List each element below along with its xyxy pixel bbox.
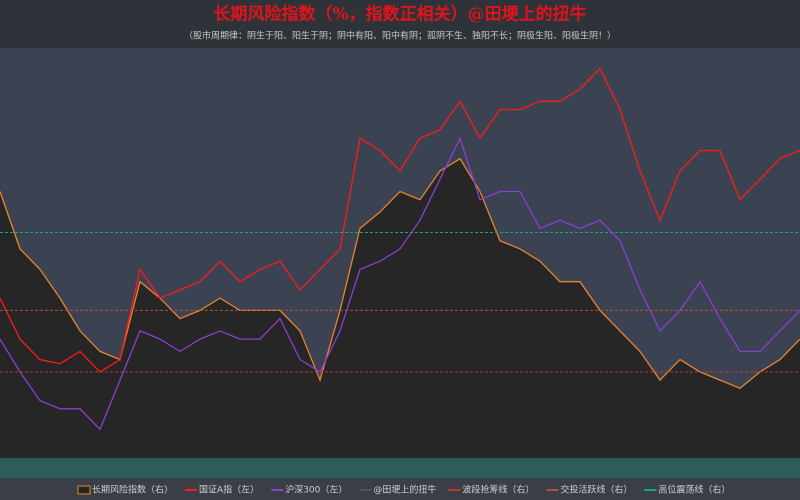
series-line: [0, 67, 800, 373]
chart-subtitle: （股市周期律：阴生于阳、阳生于阴；阴中有阳、阳中有阴；孤阴不生、独阳不长；阴极生…: [184, 30, 616, 42]
legend-label: @田埂上的扭牛: [373, 484, 436, 496]
area: [0, 158, 800, 458]
legend-label: 波段抢筹线（右）: [462, 484, 534, 496]
series-line: [0, 157, 800, 390]
legend: 长期风险指数（右） 国证A指（左） 沪深300（左） @田埂上的扭牛 波段抢筹线（右） 交…: [77, 484, 730, 496]
bottom-band: [0, 458, 800, 478]
legend-label: 长期风险指数（右）: [92, 484, 173, 496]
series-line: [0, 136, 800, 431]
chart-title: 长期风险指数（%，指数正相关）@田埂上的扭牛: [213, 4, 586, 25]
header: [0, 0, 800, 48]
legend-label: 高位震荡线（右）: [658, 484, 730, 496]
legend-label: 交投活跃线（右）: [560, 484, 632, 496]
legend-label: 沪深300（左）: [285, 484, 347, 496]
legend-label: 国证A指（左）: [199, 484, 259, 496]
legend-swatch: [77, 485, 91, 495]
plot: [0, 67, 800, 458]
